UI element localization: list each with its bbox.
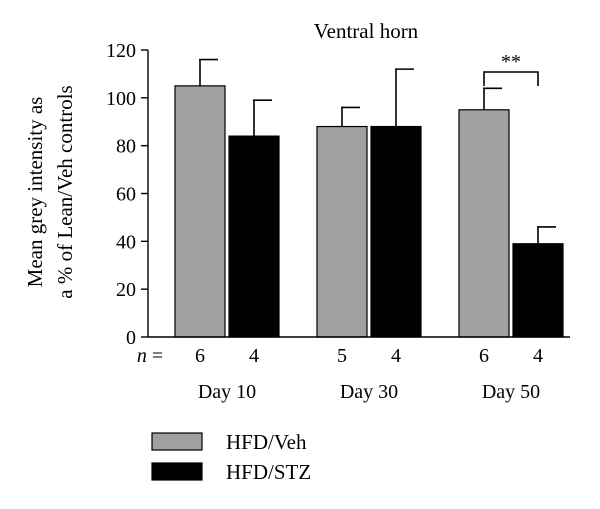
category-label: Day 30 bbox=[340, 381, 398, 403]
y-tick-label: 40 bbox=[116, 231, 136, 253]
bar bbox=[174, 85, 226, 338]
y-axis-ticks: 0 20 40 60 80 100 120 bbox=[106, 40, 148, 349]
y-tick-label: 80 bbox=[116, 136, 136, 158]
y-tick-label: 120 bbox=[106, 40, 136, 62]
n-label: 4 bbox=[533, 345, 543, 367]
legend-swatch bbox=[151, 432, 203, 451]
y-tick-label: 0 bbox=[126, 327, 136, 349]
y-tick-label: 100 bbox=[106, 88, 136, 110]
n-label: 4 bbox=[249, 345, 259, 367]
chart-title: Ventral horn bbox=[314, 19, 419, 43]
significance-label: ** bbox=[501, 51, 521, 73]
n-labels: 6 4 5 4 6 4 n = bbox=[137, 345, 543, 367]
bar bbox=[228, 135, 280, 338]
significance-bracket: ** bbox=[483, 51, 539, 86]
bar bbox=[512, 243, 564, 338]
bar bbox=[370, 125, 422, 338]
n-prefix-label: n = bbox=[137, 345, 163, 367]
legend-label: HFD/STZ bbox=[226, 460, 311, 484]
category-labels: Day 10 Day 30 Day 50 bbox=[198, 381, 540, 403]
y-tick-label: 60 bbox=[116, 184, 136, 206]
bar bbox=[458, 109, 510, 338]
n-label: 6 bbox=[479, 345, 489, 367]
category-label: Day 50 bbox=[482, 381, 540, 403]
legend-swatch bbox=[151, 462, 203, 481]
y-axis-label-line-2: a % of Lean/Veh controls bbox=[53, 85, 77, 298]
y-tick-label: 20 bbox=[116, 279, 136, 301]
bars bbox=[174, 85, 564, 338]
category-label: Day 10 bbox=[198, 381, 256, 403]
n-label: 4 bbox=[391, 345, 401, 367]
y-axis-label-line-1: Mean grey intensity as bbox=[23, 97, 47, 288]
n-label: 6 bbox=[195, 345, 205, 367]
n-label: 5 bbox=[337, 345, 347, 367]
bar bbox=[316, 125, 368, 338]
error-bars bbox=[199, 58, 556, 244]
legend-label: HFD/Veh bbox=[226, 430, 307, 454]
legend: HFD/Veh HFD/STZ bbox=[151, 430, 311, 484]
